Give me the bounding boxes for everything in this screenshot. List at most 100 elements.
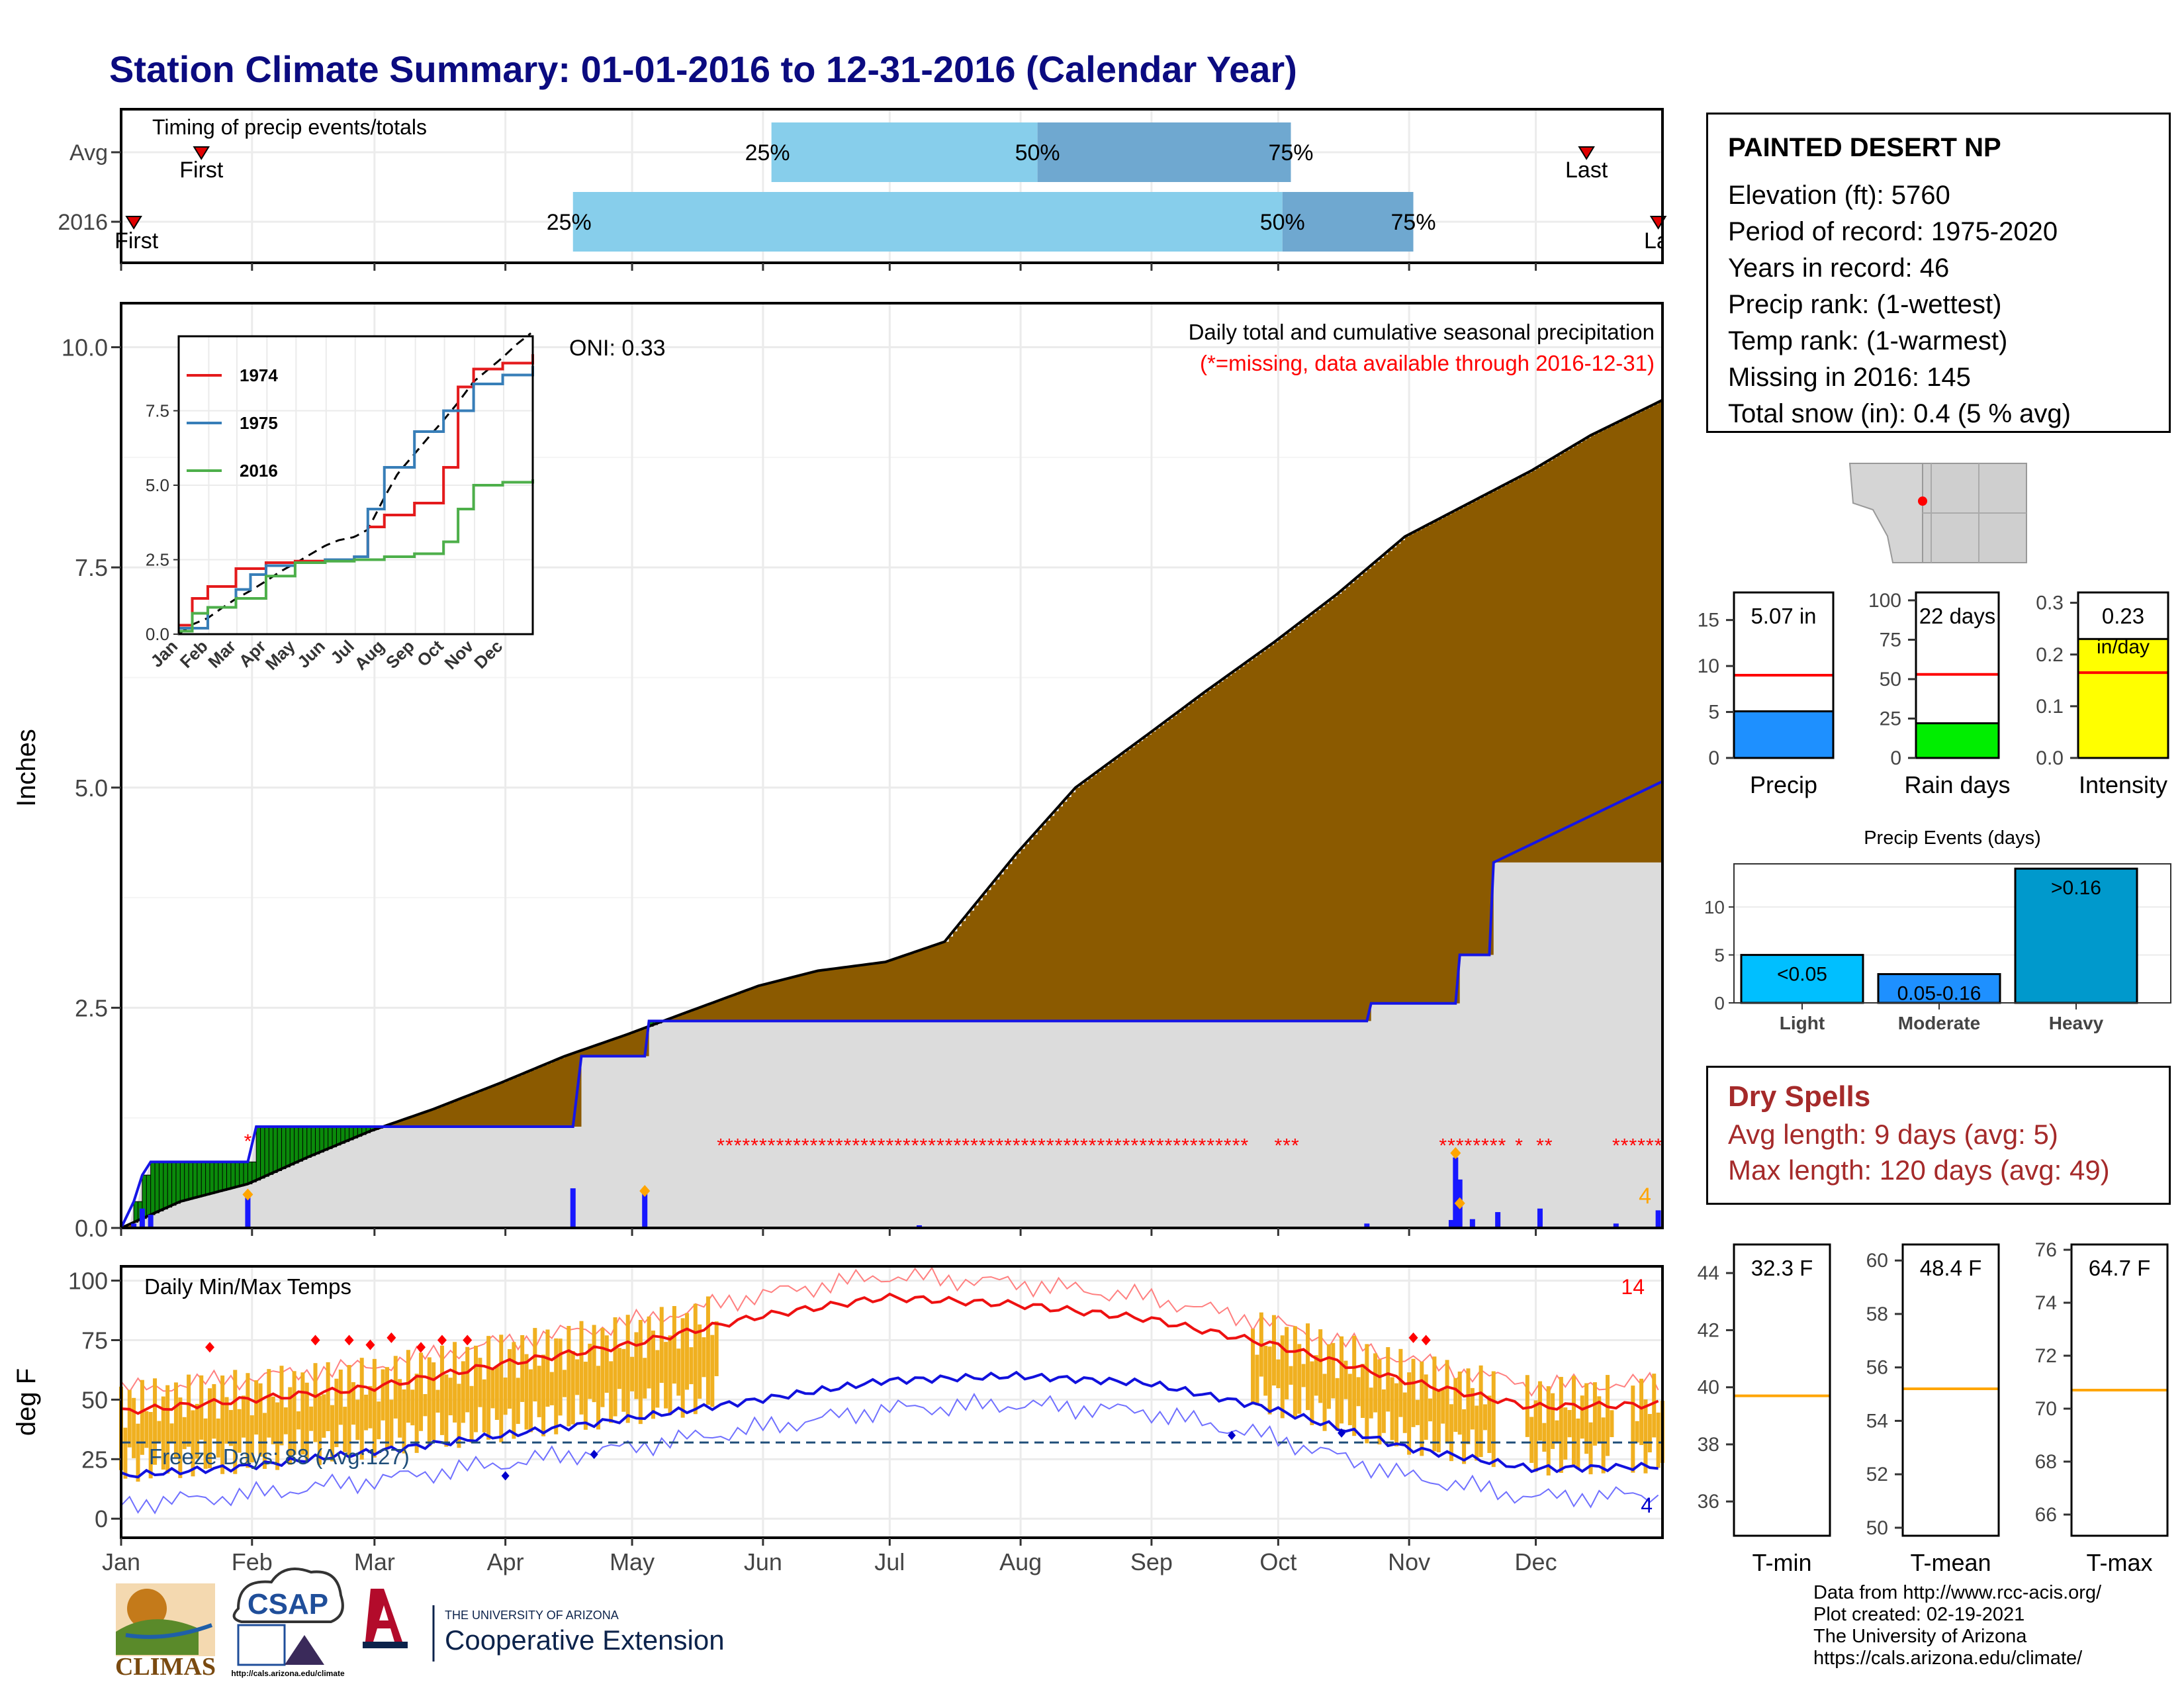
daily-temp-bar xyxy=(250,1415,254,1463)
daily-temp-bar xyxy=(625,1315,630,1423)
daily-temp-bar xyxy=(444,1374,449,1447)
daily-temp-bar xyxy=(372,1358,377,1458)
inset-legend-label: 1975 xyxy=(240,413,278,433)
timing-bar-25-50 xyxy=(572,192,1283,252)
daily-temp-bar xyxy=(439,1345,444,1435)
inset-series-1975 xyxy=(179,366,534,630)
missing-day-marker: * xyxy=(1173,1135,1181,1157)
daily-temp-bar xyxy=(592,1325,596,1403)
missing-day-marker: * xyxy=(1089,1135,1097,1157)
daily-temp-bar xyxy=(368,1385,373,1429)
daily-temp-bar xyxy=(1656,1412,1661,1468)
month-label: Jul xyxy=(874,1548,905,1575)
precip-panel-border xyxy=(120,302,1664,1229)
missing-day-marker: * xyxy=(751,1135,758,1157)
missing-day-marker: * xyxy=(936,1135,944,1157)
csap-cloud-icon xyxy=(232,1568,344,1623)
average-cumulative-line xyxy=(120,399,1663,1229)
daily-temp-bar xyxy=(541,1354,546,1436)
missing-day-marker: * xyxy=(860,1135,868,1157)
station-elevation: Elevation (ft): 5760 xyxy=(1728,181,1950,210)
university-of-arizona-logo xyxy=(365,1589,402,1642)
observed-cumulative-line xyxy=(120,780,1663,1229)
month-label: Nov xyxy=(1388,1548,1430,1575)
daily-temp-bar xyxy=(1542,1423,1547,1452)
timing-label-75: 75% xyxy=(1391,210,1436,235)
daily-temp-bar xyxy=(461,1361,465,1423)
daily-temp-bar xyxy=(140,1380,144,1455)
daily-temp-bar xyxy=(1551,1393,1555,1449)
csap-logo-grid xyxy=(237,1624,286,1666)
missing-day-marker: * xyxy=(878,1135,886,1157)
missing-day-marker: * xyxy=(1498,1135,1506,1157)
daily-temp-bar xyxy=(343,1407,347,1452)
daily-temp-bar xyxy=(693,1303,698,1415)
missing-day-marker: * xyxy=(987,1135,995,1157)
inset-y-tick-label: 5.0 xyxy=(146,475,169,495)
daily-temp-bar xyxy=(486,1336,491,1440)
event-bar-heavy xyxy=(2014,867,2138,1004)
record-low-marker xyxy=(1338,1428,1346,1438)
daily-temp-bar xyxy=(549,1372,554,1405)
event-bar-label: <0.05 xyxy=(1777,964,1827,986)
daily-temp-bar xyxy=(1301,1364,1306,1387)
daily-temp-bar xyxy=(1601,1417,1606,1474)
daily-temp-bar xyxy=(503,1377,508,1415)
daily-temp-bar xyxy=(478,1358,482,1407)
record-high-count: 14 xyxy=(1621,1275,1645,1299)
missing-day-marker: * xyxy=(928,1135,936,1157)
daily-temp-bar xyxy=(275,1402,280,1470)
daily-temp-bar xyxy=(1420,1361,1424,1456)
missing-day-marker: * xyxy=(1439,1135,1447,1157)
missing-day-marker: * xyxy=(920,1135,928,1157)
missing-day-marker: * xyxy=(1224,1135,1232,1157)
csap-logo-text: CSAP xyxy=(248,1588,328,1620)
missing-day-marker: * xyxy=(725,1135,733,1157)
daily-temp-bar xyxy=(1365,1344,1369,1444)
daily-temp-bar xyxy=(132,1397,136,1458)
daily-temp-bar xyxy=(1314,1355,1318,1396)
record-low-count: 4 xyxy=(1641,1493,1653,1517)
daily-temp-bar xyxy=(508,1349,512,1409)
daily-temp-bar xyxy=(1580,1395,1584,1439)
timing-clip: La xyxy=(1644,228,1662,254)
daily-temp-bar xyxy=(1487,1395,1492,1453)
precip-y-tick-label: 5.0 xyxy=(75,774,108,802)
daily-temp-bar xyxy=(1335,1378,1340,1431)
tmax-frame xyxy=(2070,1243,2169,1537)
daily-temp-bar xyxy=(1322,1374,1327,1431)
record-high-marker xyxy=(1421,1335,1431,1346)
daily-temp-bar xyxy=(1289,1366,1293,1385)
missing-day-marker: * xyxy=(835,1135,843,1157)
daily-temp-bar xyxy=(1432,1356,1437,1452)
tmean-frame xyxy=(1901,1243,2000,1537)
missing-day-marker: * xyxy=(911,1135,919,1157)
event-category-label: Light xyxy=(1780,1013,1825,1033)
daily-temp-bar xyxy=(617,1348,621,1389)
missing-day-marker: * xyxy=(1536,1135,1544,1157)
snow-marker xyxy=(1454,1197,1465,1209)
missing-day-marker: * xyxy=(1291,1135,1299,1157)
precip-subcaption: (*=missing, data available through 2016-… xyxy=(1200,351,1655,375)
daily-temp-bar xyxy=(136,1423,140,1482)
daily-temp-bar xyxy=(1340,1336,1344,1424)
precip-y-tick-label: 2.5 xyxy=(75,994,108,1021)
daily-temp-bar xyxy=(246,1373,250,1468)
missing-day-marker: * xyxy=(1490,1135,1498,1157)
month-label: Jun xyxy=(744,1548,782,1575)
daily-temp-bar xyxy=(338,1370,343,1425)
missing-day-marker: * xyxy=(1165,1135,1173,1157)
climas-logo-text: CLIMAS xyxy=(115,1653,216,1681)
daily-precip-bar xyxy=(570,1188,576,1228)
timing-last-label-avg: Last xyxy=(1565,158,1608,183)
daily-temp-bar xyxy=(435,1389,440,1413)
event-category-label: Moderate xyxy=(1898,1013,1980,1033)
station-precip-rank: Precip rank: (1-wettest) xyxy=(1728,290,2002,319)
daily-temp-bar xyxy=(398,1379,402,1438)
daily-temp-bar xyxy=(702,1337,706,1378)
oni-value: ONI: 0.33 xyxy=(569,336,666,361)
daily-temp-bar xyxy=(1267,1346,1272,1415)
tmin-value-label: 32.3 F xyxy=(1751,1256,1813,1280)
tmean-value-label: 48.4 F xyxy=(1920,1256,1982,1280)
daily-temp-bar xyxy=(1356,1377,1361,1407)
